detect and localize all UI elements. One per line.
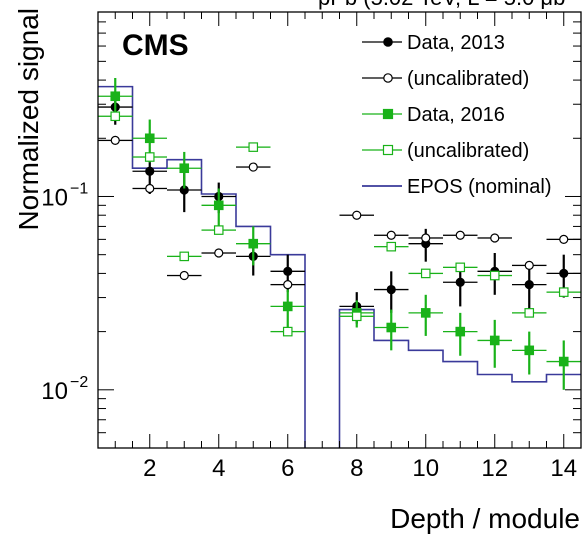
data-point [179, 251, 190, 262]
data-point [213, 225, 224, 235]
data-point [386, 284, 396, 295]
data-point [489, 335, 500, 346]
y-axis-label: Normalized signal [13, 8, 44, 231]
data-point [386, 230, 396, 240]
data-point [110, 111, 121, 122]
data-point [420, 268, 431, 279]
x-tick-label: 14 [550, 455, 577, 482]
data-point [145, 166, 155, 176]
data-point [489, 270, 500, 281]
legend-entry-0: Data, 2013 [362, 32, 505, 54]
plot-area [98, 78, 581, 448]
data-point [283, 280, 293, 290]
data-point [559, 234, 569, 244]
legend-marker [383, 73, 393, 83]
data-point [421, 233, 431, 243]
x-tick-label: 4 [212, 455, 225, 482]
data-point [214, 248, 224, 258]
data-point [179, 163, 190, 174]
legend-entry-3: (uncalibrated) [362, 140, 529, 162]
y-tick-exponent: −1 [70, 180, 88, 197]
y-tick-label: 10 [41, 184, 68, 211]
data-point [179, 270, 189, 281]
legend-label: EPOS (nominal) [407, 176, 552, 198]
data-point [524, 345, 535, 356]
series-3 [98, 111, 581, 337]
top-label: pPb (5.02 TeV, L = 5.0 μb⁻¹) [318, 0, 583, 10]
legend-marker [382, 144, 394, 156]
data-point [248, 162, 258, 172]
data-point [386, 241, 397, 252]
data-point [455, 277, 465, 287]
data-point [110, 135, 120, 146]
data-point [420, 308, 431, 318]
data-point [248, 238, 259, 249]
x-tick-label: 2 [143, 455, 156, 482]
data-point [282, 301, 293, 312]
data-point [110, 91, 121, 102]
data-point [559, 268, 569, 279]
data-point [351, 311, 362, 322]
data-point [455, 326, 466, 337]
legend-entry-4: EPOS (nominal) [362, 176, 552, 198]
data-point [558, 356, 569, 367]
data-point [455, 262, 466, 273]
x-axis-label: Depth / module [390, 503, 580, 534]
data-point [455, 230, 465, 240]
legend: Data, 2013 (uncalibrated) Data, 2016 (uncal… [362, 32, 552, 198]
data-point [524, 280, 534, 290]
x-tick-label: 10 [412, 455, 439, 482]
x-tick-label: 8 [350, 455, 363, 482]
data-point [558, 287, 569, 297]
series-0 [98, 92, 581, 324]
legend-label: (uncalibrated) [407, 140, 529, 162]
y-tick-label: 10 [41, 378, 68, 405]
legend-entry-1: (uncalibrated) [362, 68, 529, 90]
series-2 [98, 78, 581, 390]
data-point [144, 152, 155, 162]
data-point [386, 322, 397, 333]
series-1 [98, 135, 581, 290]
data-point [283, 266, 293, 276]
legend-marker [382, 108, 394, 120]
data-point [352, 210, 362, 220]
data-point [213, 200, 224, 211]
data-point [248, 142, 259, 152]
data-point [490, 233, 500, 243]
y-tick-exponent: −2 [70, 374, 88, 391]
data-point [145, 183, 155, 194]
x-tick-label: 6 [281, 455, 294, 482]
data-point [524, 260, 534, 271]
data-point [144, 133, 155, 144]
legend-entry-2: Data, 2016 [362, 104, 505, 126]
data-point [282, 326, 293, 337]
legend-label: (uncalibrated) [407, 68, 529, 90]
data-point [524, 308, 535, 318]
cms-label: CMS [122, 29, 189, 62]
legend-label: Data, 2013 [407, 32, 505, 54]
legend-label: Data, 2016 [407, 104, 505, 126]
x-tick-label: 12 [481, 455, 508, 482]
legend-marker [383, 37, 393, 47]
